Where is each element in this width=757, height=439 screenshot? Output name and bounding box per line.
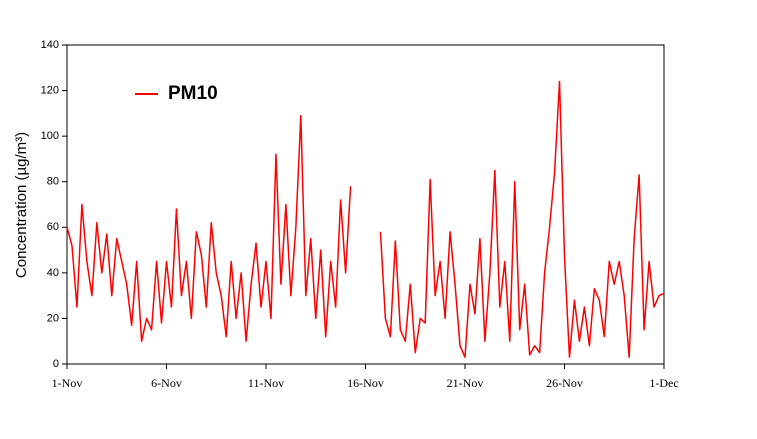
y-tick-label: 40 bbox=[47, 267, 59, 279]
x-tick-label: 26-Nov bbox=[546, 376, 583, 390]
x-tick-label: 1-Dec bbox=[649, 376, 678, 390]
y-tick-label: 0 bbox=[53, 358, 59, 370]
x-tick-label: 1-Nov bbox=[52, 376, 83, 390]
legend-label: PM10 bbox=[168, 83, 218, 104]
x-tick-label: 16-Nov bbox=[347, 376, 384, 390]
x-tick-label: 6-Nov bbox=[151, 376, 182, 390]
x-tick-label: 21-Nov bbox=[447, 376, 484, 390]
plot-frame bbox=[66, 44, 665, 365]
y-tick-label: 20 bbox=[47, 312, 59, 324]
y-tick-label: 100 bbox=[41, 130, 59, 142]
data-line bbox=[66, 80, 665, 358]
y-tick-label: 80 bbox=[47, 176, 59, 188]
y-tick-label: 120 bbox=[41, 84, 59, 96]
y-tick-label: 60 bbox=[47, 221, 59, 233]
y-axis-label: Concentration (µg/m³) bbox=[13, 132, 30, 278]
y-tick-label: 140 bbox=[41, 39, 59, 51]
x-tick-label: 11-Nov bbox=[248, 376, 284, 390]
